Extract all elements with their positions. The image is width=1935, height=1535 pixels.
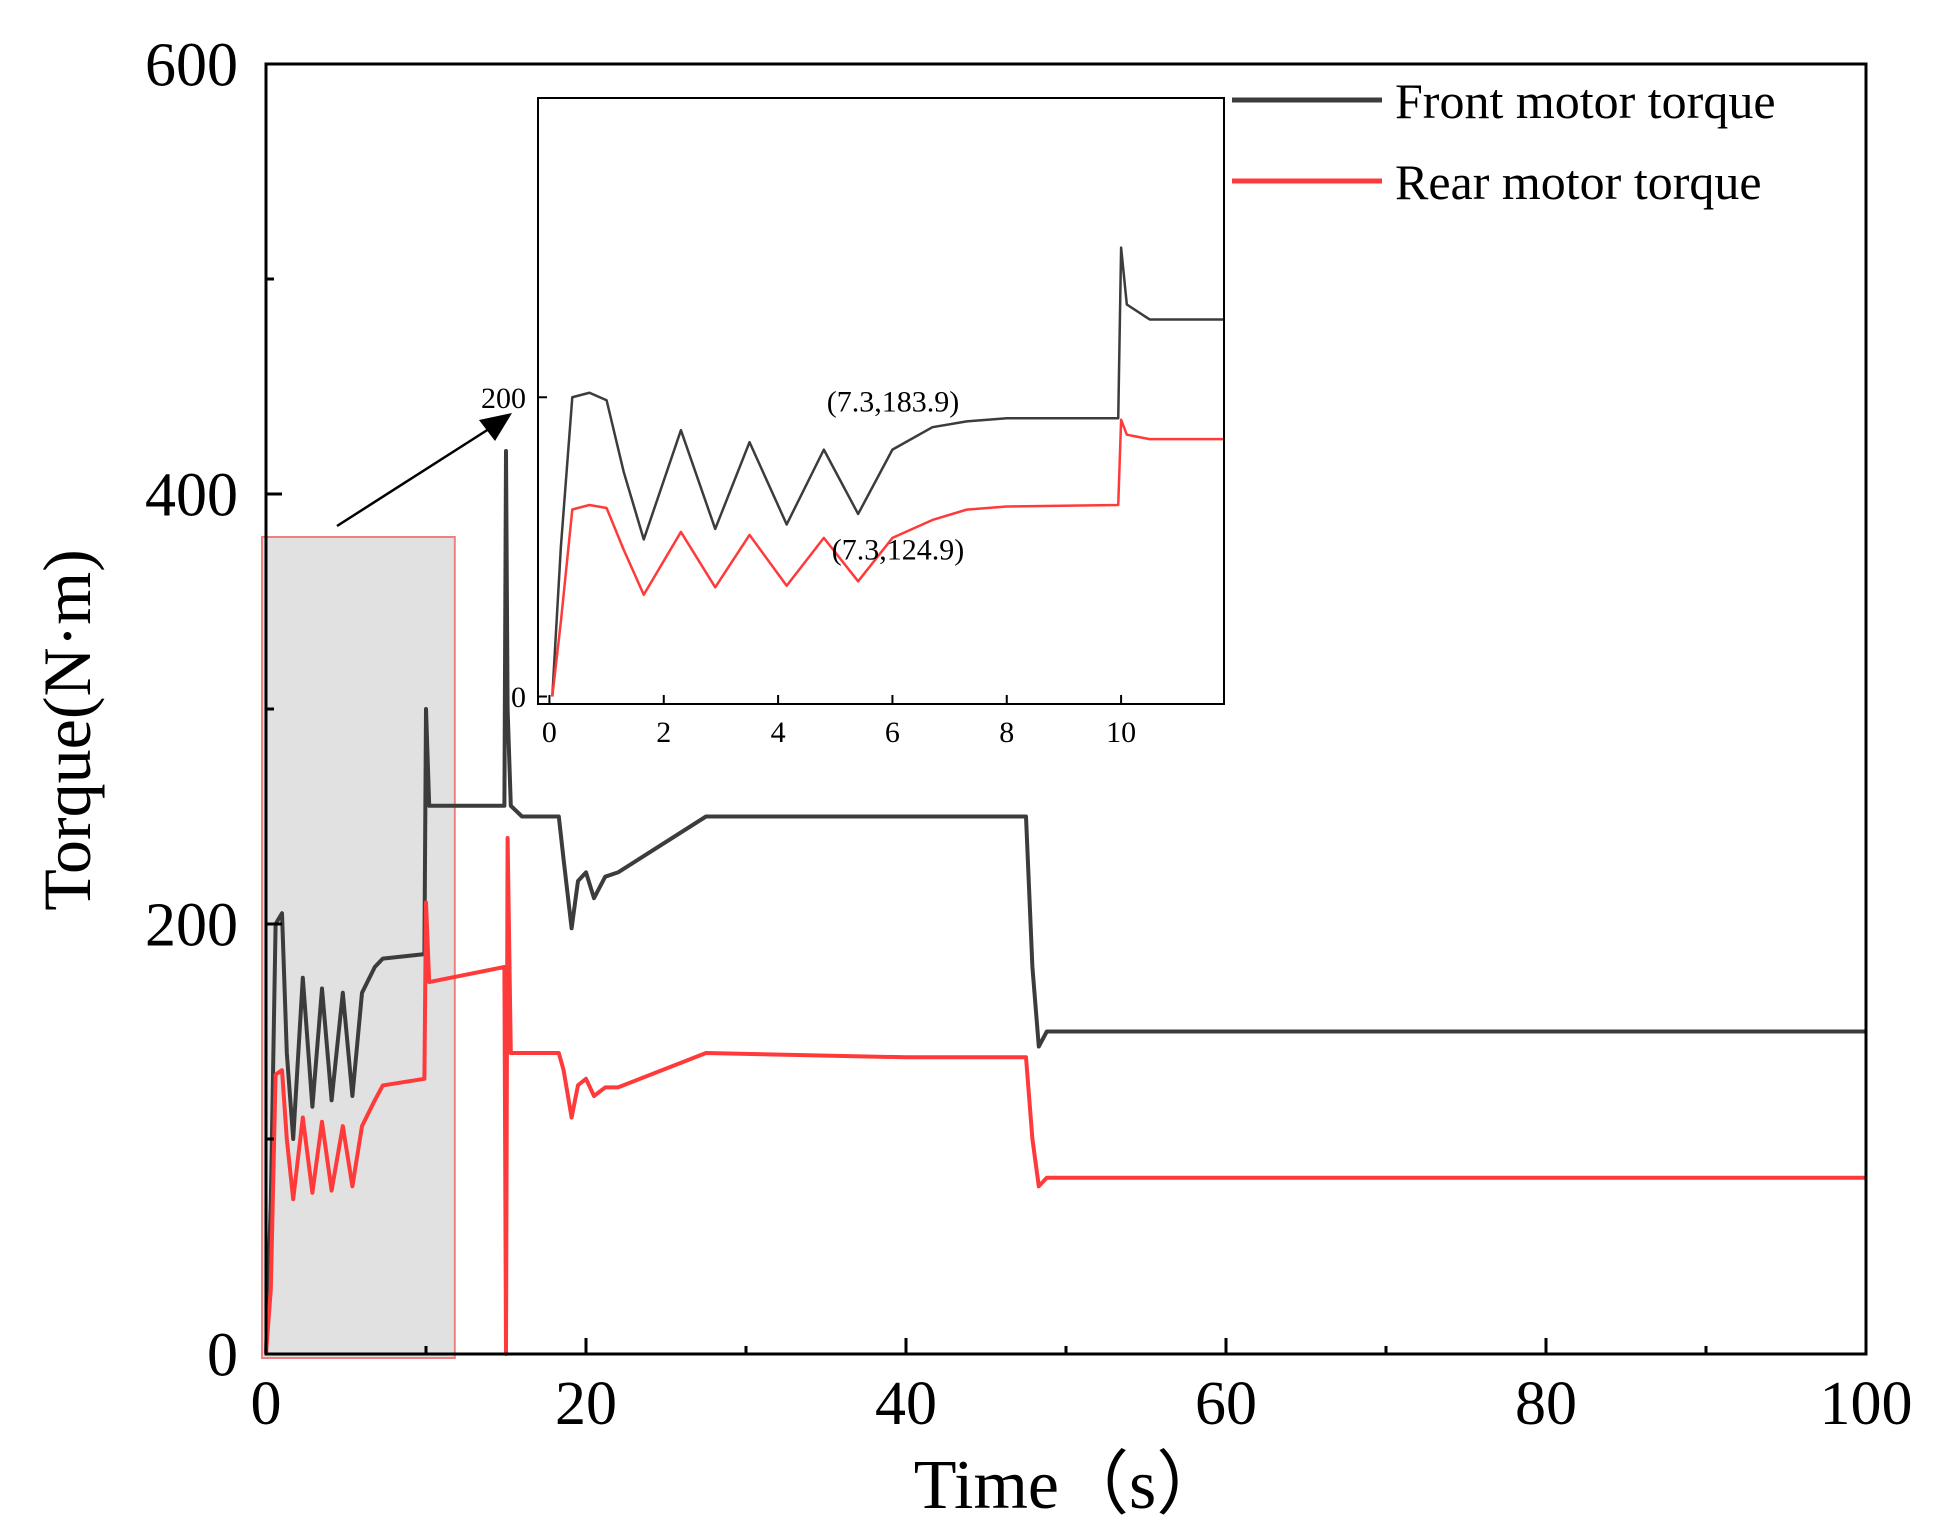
inset-plot-background [538,98,1224,704]
main-x-tick-label: 80 [1515,1370,1577,1438]
x-axis-label: Time（s） [914,1447,1227,1524]
inset-y-tick-label: 0 [511,681,526,714]
main-x-tick-label: 40 [875,1370,937,1438]
inset-annotations: (7.3,183.9) (7.3,124.9) [827,385,964,566]
main-x-tick-label: 60 [1195,1370,1257,1438]
main-y-tick-label: 600 [145,32,238,100]
inset-x-tick-label: 0 [542,716,557,749]
inset-y-axis: 0 200 [481,382,547,714]
inset-plot-series [551,246,1224,697]
main-y-tick-label: 400 [145,462,238,530]
legend-label-rear: Rear motor torque [1395,154,1762,210]
main-series-line-front [264,449,1866,1355]
legend: Front motor torque Rear motor torque [1232,73,1776,210]
inset-x-tick-label: 8 [999,716,1014,749]
inset-x-tick-label: 2 [656,716,671,749]
inset-series-line-front [551,246,1224,697]
main-plot-series [264,449,1866,1356]
inset-annotation-label: (7.3,183.9) [827,385,959,418]
inset-series-line-rear [551,418,1224,697]
main-x-axis: 0 20 40 60 80 100 [251,1338,1913,1438]
main-series-line-rear [264,836,1866,1356]
main-y-tick-label: 0 [207,1322,238,1390]
inset-plot-frame [537,97,1225,705]
zoom-arrow [336,413,512,528]
main-x-tick-label: 0 [251,1370,282,1438]
main-x-tick-label: 20 [555,1370,617,1438]
main-y-tick-label: 200 [145,892,238,960]
legend-label-front: Front motor torque [1395,73,1776,129]
inset-x-tick-label: 4 [771,716,786,749]
main-x-tick-label: 100 [1820,1370,1913,1438]
main-y-axis: 0 200 400 600 [145,32,282,1390]
inset-annotation-label: (7.3,124.9) [832,534,964,567]
y-axis-label: Torque(N·m) [29,549,105,911]
inset-x-tick-label: 10 [1106,716,1136,749]
inset-x-axis: 0 2 4 6 8 10 [542,695,1136,749]
inset-x-tick-label: 6 [885,716,900,749]
inset-y-tick-label: 200 [481,382,526,415]
